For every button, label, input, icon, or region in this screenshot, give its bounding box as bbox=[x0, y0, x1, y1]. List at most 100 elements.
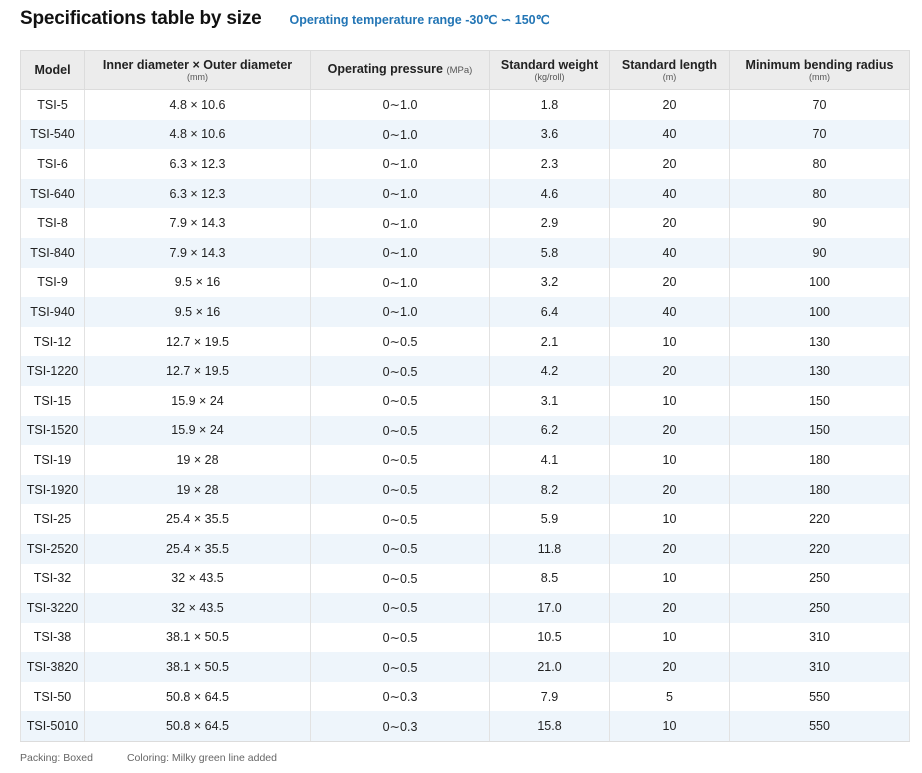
cell-pressure: 0∼0.5 bbox=[310, 504, 490, 534]
cell-pressure: 0∼1.0 bbox=[310, 178, 490, 209]
cell-bending-radius: 70 bbox=[729, 89, 910, 120]
table-row: TSI-6 6.3 × 12.3 0∼1.0 2.3 20 80 bbox=[20, 149, 910, 179]
table-row: TSI-9 9.5 × 16 0∼1.0 3.2 20 100 bbox=[20, 267, 910, 298]
table-row: TSI-19 19 × 28 0∼0.5 4.1 10 180 bbox=[20, 445, 910, 475]
table-row: TSI-1220 12.7 × 19.5 0∼0.5 4.2 20 130 bbox=[20, 356, 910, 386]
cell-weight: 21.0 bbox=[489, 652, 610, 682]
column-header-bending-radius: Minimum bending radius (mm) bbox=[729, 50, 910, 90]
table-row: TSI-5010 50.8 × 64.5 0∼0.3 15.8 10 550 bbox=[20, 711, 910, 743]
table-row: TSI-8 7.9 × 14.3 0∼1.0 2.9 20 90 bbox=[20, 208, 910, 238]
table-row: TSI-3820 38.1 × 50.5 0∼0.5 21.0 20 310 bbox=[20, 652, 910, 682]
cell-weight: 8.5 bbox=[489, 563, 610, 594]
cell-length: 10 bbox=[609, 504, 730, 534]
cell-diameter: 50.8 × 64.5 bbox=[84, 711, 311, 743]
column-header-unit: (mm) bbox=[187, 71, 208, 82]
cell-weight: 7.9 bbox=[489, 681, 610, 712]
column-header-label: Model bbox=[34, 63, 71, 77]
cell-pressure: 0∼0.5 bbox=[310, 474, 490, 505]
cell-length: 10 bbox=[609, 563, 730, 594]
cell-bending-radius: 90 bbox=[729, 208, 910, 238]
cell-diameter: 7.9 × 14.3 bbox=[84, 208, 311, 238]
table-row: TSI-540 4.8 × 10.6 0∼1.0 3.6 40 70 bbox=[20, 119, 910, 150]
cell-pressure: 0∼1.0 bbox=[310, 267, 490, 298]
table-row: TSI-25 25.4 × 35.5 0∼0.5 5.9 10 220 bbox=[20, 504, 910, 534]
cell-diameter: 32 × 43.5 bbox=[84, 563, 311, 594]
cell-length: 20 bbox=[609, 593, 730, 623]
page-header: Specifications table by size Operating t… bbox=[20, 8, 550, 30]
page-title: Specifications table by size bbox=[20, 8, 262, 29]
cell-model: TSI-32 bbox=[20, 563, 85, 594]
cell-weight: 5.8 bbox=[489, 237, 610, 268]
cell-diameter: 50.8 × 64.5 bbox=[84, 681, 311, 712]
cell-diameter: 9.5 × 16 bbox=[84, 267, 311, 298]
cell-length: 20 bbox=[609, 533, 730, 564]
table-row: TSI-3220 32 × 43.5 0∼0.5 17.0 20 250 bbox=[20, 593, 910, 623]
table-row: TSI-840 7.9 × 14.3 0∼1.0 5.8 40 90 bbox=[20, 237, 910, 268]
cell-diameter: 12.7 × 19.5 bbox=[84, 326, 311, 357]
cell-model: TSI-38 bbox=[20, 622, 85, 653]
cell-length: 20 bbox=[609, 149, 730, 179]
coloring-note: Coloring: Milky green line added bbox=[126, 752, 277, 764]
packing-note: Packing: Boxed bbox=[20, 752, 93, 764]
cell-bending-radius: 130 bbox=[729, 356, 910, 386]
cell-weight: 4.1 bbox=[489, 445, 610, 475]
cell-model: TSI-1220 bbox=[20, 356, 85, 386]
cell-diameter: 4.8 × 10.6 bbox=[84, 119, 311, 150]
cell-weight: 5.9 bbox=[489, 504, 610, 534]
cell-bending-radius: 250 bbox=[729, 593, 910, 623]
cell-diameter: 19 × 28 bbox=[84, 445, 311, 475]
table-row: TSI-940 9.5 × 16 0∼1.0 6.4 40 100 bbox=[20, 297, 910, 327]
cell-length: 20 bbox=[609, 267, 730, 298]
cell-diameter: 19 × 28 bbox=[84, 474, 311, 505]
cell-weight: 6.4 bbox=[489, 297, 610, 327]
cell-pressure: 0∼1.0 bbox=[310, 208, 490, 238]
cell-length: 40 bbox=[609, 237, 730, 268]
table-row: TSI-32 32 × 43.5 0∼0.5 8.5 10 250 bbox=[20, 563, 910, 594]
cell-model: TSI-1920 bbox=[20, 474, 85, 505]
cell-length: 20 bbox=[609, 208, 730, 238]
table-row: TSI-12 12.7 × 19.5 0∼0.5 2.1 10 130 bbox=[20, 326, 910, 357]
cell-bending-radius: 310 bbox=[729, 652, 910, 682]
table-body: TSI-5 4.8 × 10.6 0∼1.0 1.8 20 70 TSI-540 4.8 × … bbox=[20, 89, 910, 743]
cell-pressure: 0∼0.3 bbox=[310, 681, 490, 712]
cell-length: 10 bbox=[609, 326, 730, 357]
cell-diameter: 9.5 × 16 bbox=[84, 297, 311, 327]
cell-diameter: 25.4 × 35.5 bbox=[84, 504, 311, 534]
temperature-range-note: Operating temperature range -30℃ ∽ 150℃ bbox=[289, 13, 550, 27]
cell-bending-radius: 100 bbox=[729, 267, 910, 298]
cell-length: 5 bbox=[609, 681, 730, 712]
table-row: TSI-1920 19 × 28 0∼0.5 8.2 20 180 bbox=[20, 474, 910, 505]
cell-bending-radius: 70 bbox=[729, 119, 910, 150]
cell-length: 40 bbox=[609, 119, 730, 150]
column-header-label: Standard length bbox=[621, 57, 718, 72]
cell-diameter: 15.9 × 24 bbox=[84, 415, 311, 446]
cell-model: TSI-540 bbox=[20, 119, 85, 150]
cell-bending-radius: 550 bbox=[729, 681, 910, 712]
cell-pressure: 0∼0.5 bbox=[310, 563, 490, 594]
cell-model: TSI-6 bbox=[20, 149, 85, 179]
cell-diameter: 6.3 × 12.3 bbox=[84, 178, 311, 209]
cell-length: 40 bbox=[609, 297, 730, 327]
cell-diameter: 4.8 × 10.6 bbox=[84, 89, 311, 120]
cell-bending-radius: 80 bbox=[729, 149, 910, 179]
cell-bending-radius: 150 bbox=[729, 385, 910, 416]
cell-pressure: 0∼0.5 bbox=[310, 326, 490, 357]
specifications-table: Model Inner diameter × Outer diameter (m… bbox=[20, 50, 910, 743]
cell-diameter: 32 × 43.5 bbox=[84, 593, 311, 623]
column-header-label: Minimum bending radius bbox=[745, 57, 894, 72]
column-header-unit: (kg/roll) bbox=[534, 71, 565, 82]
table-row: TSI-640 6.3 × 12.3 0∼1.0 4.6 40 80 bbox=[20, 178, 910, 209]
cell-pressure: 0∼0.5 bbox=[310, 622, 490, 653]
cell-model: TSI-3820 bbox=[20, 652, 85, 682]
cell-length: 10 bbox=[609, 445, 730, 475]
cell-pressure: 0∼0.5 bbox=[310, 593, 490, 623]
cell-pressure: 0∼1.0 bbox=[310, 149, 490, 179]
cell-diameter: 15.9 × 24 bbox=[84, 385, 311, 416]
cell-length: 10 bbox=[609, 622, 730, 653]
cell-diameter: 38.1 × 50.5 bbox=[84, 622, 311, 653]
cell-pressure: 0∼1.0 bbox=[310, 237, 490, 268]
cell-weight: 6.2 bbox=[489, 415, 610, 446]
cell-model: TSI-5010 bbox=[20, 711, 85, 743]
cell-pressure: 0∼1.0 bbox=[310, 89, 490, 120]
cell-weight: 11.8 bbox=[489, 533, 610, 564]
